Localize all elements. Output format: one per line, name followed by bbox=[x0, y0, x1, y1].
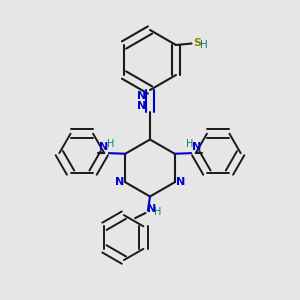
Text: N: N bbox=[99, 142, 108, 152]
Text: H: H bbox=[186, 139, 194, 148]
Text: N: N bbox=[148, 203, 157, 214]
Text: H: H bbox=[106, 139, 114, 148]
Text: S: S bbox=[193, 38, 201, 48]
Text: H: H bbox=[154, 207, 162, 218]
Text: N: N bbox=[115, 177, 124, 187]
Text: N: N bbox=[176, 177, 185, 187]
Text: H: H bbox=[200, 40, 208, 50]
Text: N: N bbox=[137, 101, 146, 112]
Text: N: N bbox=[192, 142, 201, 152]
Text: N: N bbox=[137, 91, 146, 101]
